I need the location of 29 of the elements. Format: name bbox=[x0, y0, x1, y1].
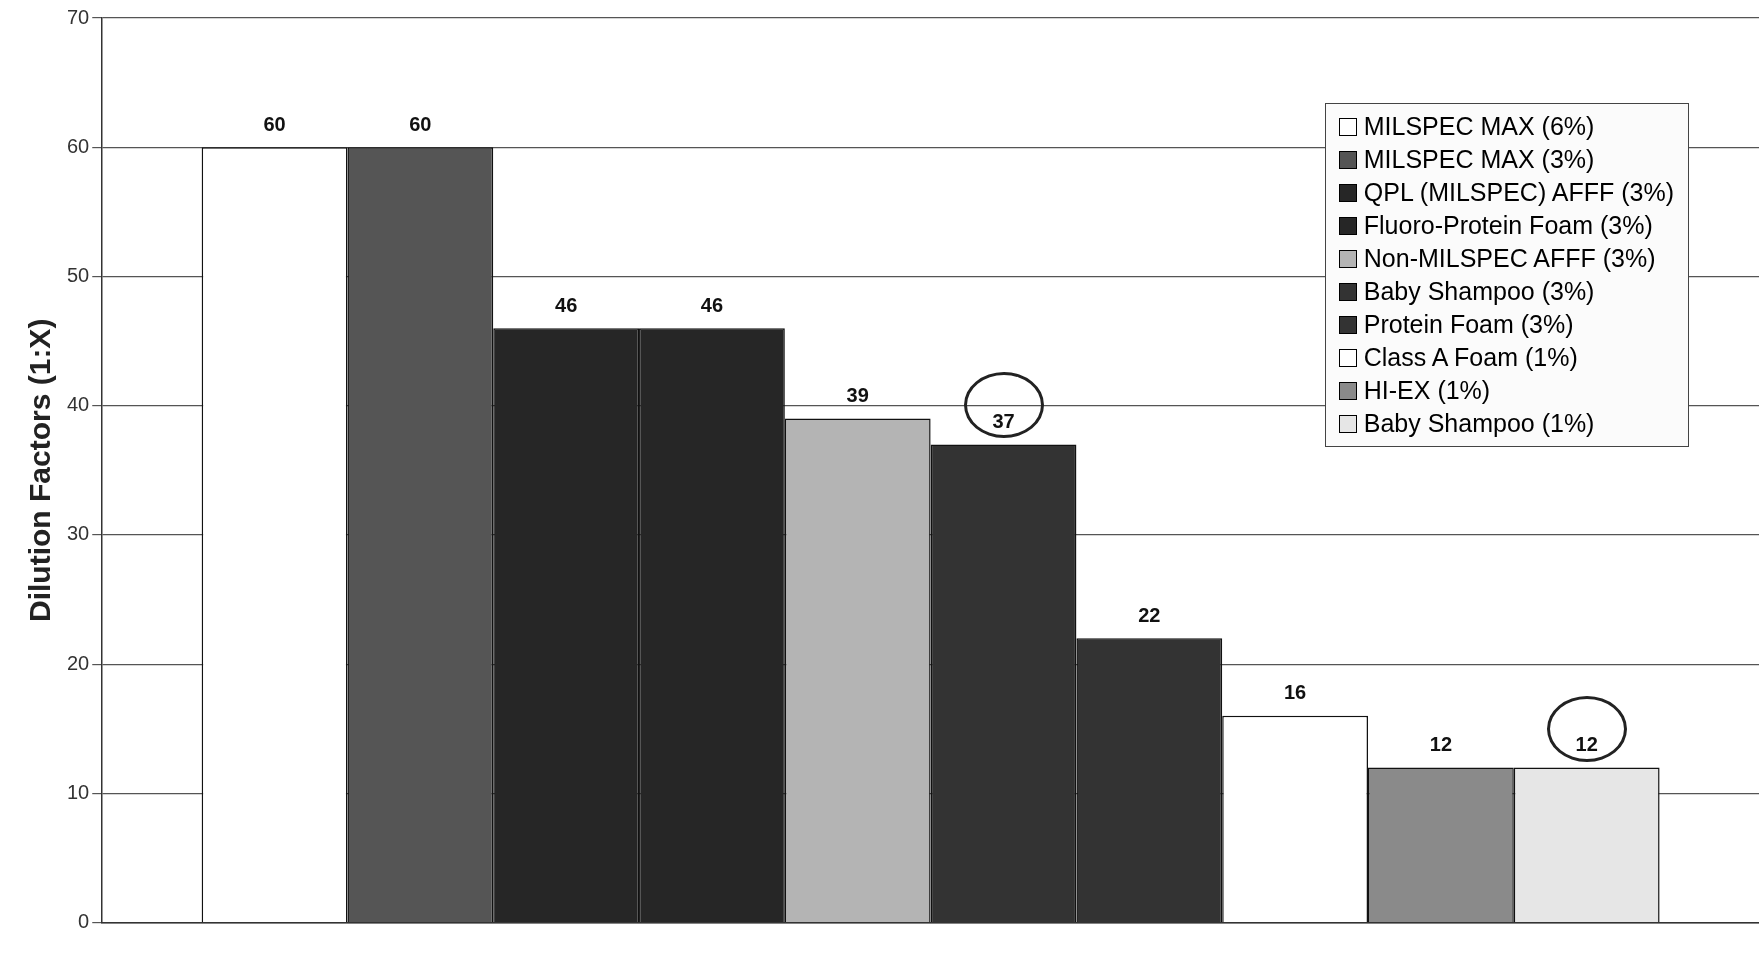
y-tick-label: 40 bbox=[67, 393, 90, 416]
legend-label: MILSPEC MAX (3%) bbox=[1363, 144, 1595, 175]
data-label: 16 bbox=[1283, 681, 1307, 704]
y-tick-label: 60 bbox=[67, 134, 90, 157]
data-label: 12 bbox=[1575, 733, 1598, 756]
legend-label: QPL (MILSPEC) AFFF (3%) bbox=[1363, 177, 1674, 208]
data-label: 12 bbox=[1429, 733, 1453, 756]
data-label: 39 bbox=[846, 384, 869, 407]
data-label: 22 bbox=[1138, 603, 1161, 626]
legend-label: HI-EX (1%) bbox=[1363, 375, 1491, 406]
y-tick-label: 20 bbox=[67, 651, 90, 674]
y-tick-label: 0 bbox=[78, 910, 90, 933]
legend-label: Fluoro-Protein Foam (3%) bbox=[1363, 210, 1653, 241]
data-label: 37 bbox=[992, 409, 1015, 432]
legend-label: Class A Foam (1%) bbox=[1363, 342, 1578, 373]
legend-label: Baby Shampoo (3%) bbox=[1363, 276, 1595, 307]
legend-label: Baby Shampoo (1%) bbox=[1363, 408, 1595, 439]
data-label: 60 bbox=[263, 112, 286, 135]
y-tick-label: 70 bbox=[67, 5, 90, 28]
data-label: 60 bbox=[409, 112, 432, 135]
data-label: 46 bbox=[555, 293, 578, 316]
y-tick-label: 10 bbox=[67, 780, 90, 803]
y-tick-label: 30 bbox=[67, 522, 90, 545]
legend-label: MILSPEC MAX (6%) bbox=[1363, 111, 1595, 142]
data-label: 46 bbox=[700, 293, 724, 316]
y-tick-label: 50 bbox=[67, 263, 90, 286]
y-axis-title: Dilution Factors (1:X) bbox=[23, 318, 57, 622]
legend-label: Non-MILSPEC AFFF (3%) bbox=[1363, 243, 1656, 274]
legend-label: Protein Foam (3%) bbox=[1363, 309, 1574, 340]
